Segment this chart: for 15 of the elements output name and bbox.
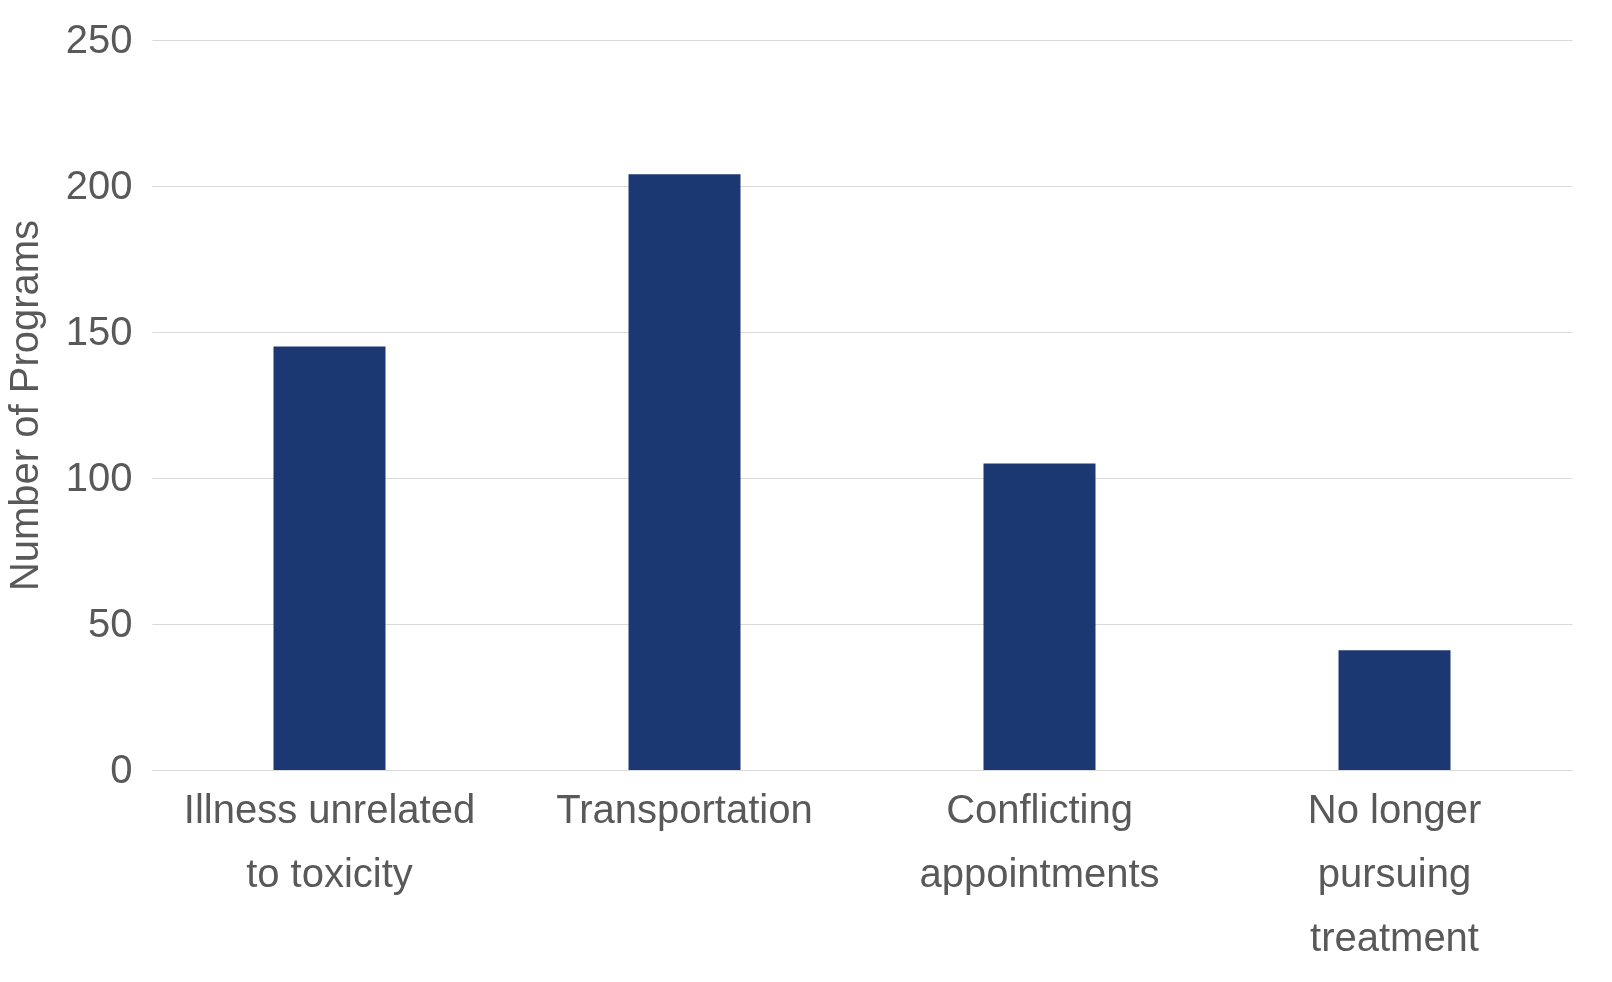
bar (273, 346, 386, 770)
bar (1338, 650, 1451, 770)
x-tick-label: Conflicting appointments (919, 786, 1160, 895)
x-tick-label: Transportation (556, 786, 813, 831)
bar (983, 463, 1096, 770)
y-tick-label: 0 (110, 746, 133, 791)
y-tick-label: 200 (65, 162, 133, 207)
y-tick-label: 100 (65, 454, 133, 499)
y-tick-label: 150 (65, 308, 133, 353)
x-tick-label: Illness unrelated to toxicity (183, 786, 476, 895)
y-tick-label: 250 (65, 16, 133, 61)
y-axis-title: Number of Programs (1, 219, 46, 592)
y-tick-label: 50 (88, 600, 133, 645)
bar (628, 174, 741, 770)
x-tick-label: No longer pursuing treatment (1307, 786, 1482, 959)
